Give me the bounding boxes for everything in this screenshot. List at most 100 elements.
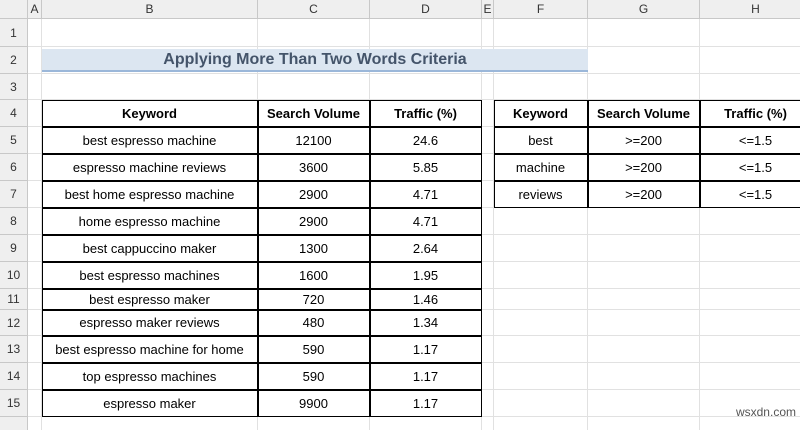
cell [494, 289, 588, 310]
table-cell: >=200 [587, 126, 700, 154]
row-header: 8 [0, 208, 28, 235]
row-header: 10 [0, 262, 28, 289]
row-header: 5 [0, 127, 28, 154]
cell [494, 74, 588, 100]
cell [28, 47, 42, 74]
cell [588, 363, 700, 390]
table-cell: 1.17 [369, 389, 482, 417]
cell [482, 154, 494, 181]
row-header [0, 417, 28, 430]
cell [494, 235, 588, 262]
table-cell: 1300 [257, 234, 370, 262]
cell [42, 19, 258, 47]
table-header: Search Volume [257, 99, 370, 127]
column-header: B [42, 0, 258, 19]
cell [482, 262, 494, 289]
cell [588, 390, 700, 417]
table-cell: top espresso machines [41, 362, 258, 390]
table-cell: 720 [257, 288, 370, 310]
cell [482, 127, 494, 154]
row-header: 13 [0, 336, 28, 363]
cell [700, 19, 800, 47]
table-cell: 590 [257, 362, 370, 390]
row-header: 7 [0, 181, 28, 208]
row-header: 3 [0, 74, 28, 100]
cell [700, 181, 800, 208]
cell [494, 310, 588, 336]
cell [700, 47, 800, 74]
table-cell: 3600 [257, 153, 370, 181]
table-cell: machine [493, 153, 588, 181]
cell [588, 235, 700, 262]
table-cell: 2900 [257, 180, 370, 208]
column-header: C [258, 0, 370, 19]
cell [28, 336, 42, 363]
table-cell: 4.71 [369, 180, 482, 208]
cell [700, 310, 800, 336]
table-header: Traffic (%) [699, 99, 800, 127]
table-cell: 24.6 [369, 126, 482, 154]
table-header: Traffic (%) [369, 99, 482, 127]
table-cell: 1.17 [369, 335, 482, 363]
cell [28, 100, 42, 127]
cell [370, 19, 482, 47]
row-header: 9 [0, 235, 28, 262]
cell [482, 74, 494, 100]
corner [0, 0, 28, 19]
cell [700, 208, 800, 235]
cell [482, 208, 494, 235]
table-cell: best home espresso machine [41, 180, 258, 208]
cell [700, 363, 800, 390]
cell [588, 47, 700, 74]
cell [482, 235, 494, 262]
cell [494, 208, 588, 235]
table-cell: best espresso machine for home [41, 335, 258, 363]
table-cell: espresso machine reviews [41, 153, 258, 181]
cell [588, 208, 700, 235]
cell [258, 19, 370, 47]
cell [482, 417, 494, 430]
cell [28, 208, 42, 235]
cell [28, 363, 42, 390]
table-cell: <=1.5 [699, 126, 800, 154]
table-cell: home espresso machine [41, 207, 258, 235]
cell [494, 19, 588, 47]
cell [700, 235, 800, 262]
title: Applying More Than Two Words Criteria [42, 49, 588, 72]
table-cell: 2900 [257, 207, 370, 235]
cell [258, 417, 370, 430]
row-header: 4 [0, 100, 28, 127]
table-cell: 1.95 [369, 261, 482, 289]
table-cell: 4.71 [369, 207, 482, 235]
cell [482, 19, 494, 47]
cell [700, 289, 800, 310]
cell [370, 417, 482, 430]
cell [588, 310, 700, 336]
table-cell: 1600 [257, 261, 370, 289]
column-header: A [28, 0, 42, 19]
table-cell: >=200 [587, 153, 700, 181]
cell [482, 100, 494, 127]
cell [700, 74, 800, 100]
cell [482, 390, 494, 417]
cell [494, 417, 588, 430]
cell [28, 390, 42, 417]
table-cell: espresso maker [41, 389, 258, 417]
cell [588, 262, 700, 289]
table-cell: 1.46 [369, 288, 482, 310]
table-cell: 1.17 [369, 362, 482, 390]
cell [588, 19, 700, 47]
table-cell: 2.64 [369, 234, 482, 262]
cell [28, 417, 42, 430]
table-cell: best [493, 126, 588, 154]
cell [28, 181, 42, 208]
cell [482, 336, 494, 363]
column-header: G [588, 0, 700, 19]
table-cell: 590 [257, 335, 370, 363]
table-cell: <=1.5 [699, 180, 800, 208]
row-header: 1 [0, 19, 28, 47]
cell [588, 74, 700, 100]
cell [28, 74, 42, 100]
row-header: 6 [0, 154, 28, 181]
